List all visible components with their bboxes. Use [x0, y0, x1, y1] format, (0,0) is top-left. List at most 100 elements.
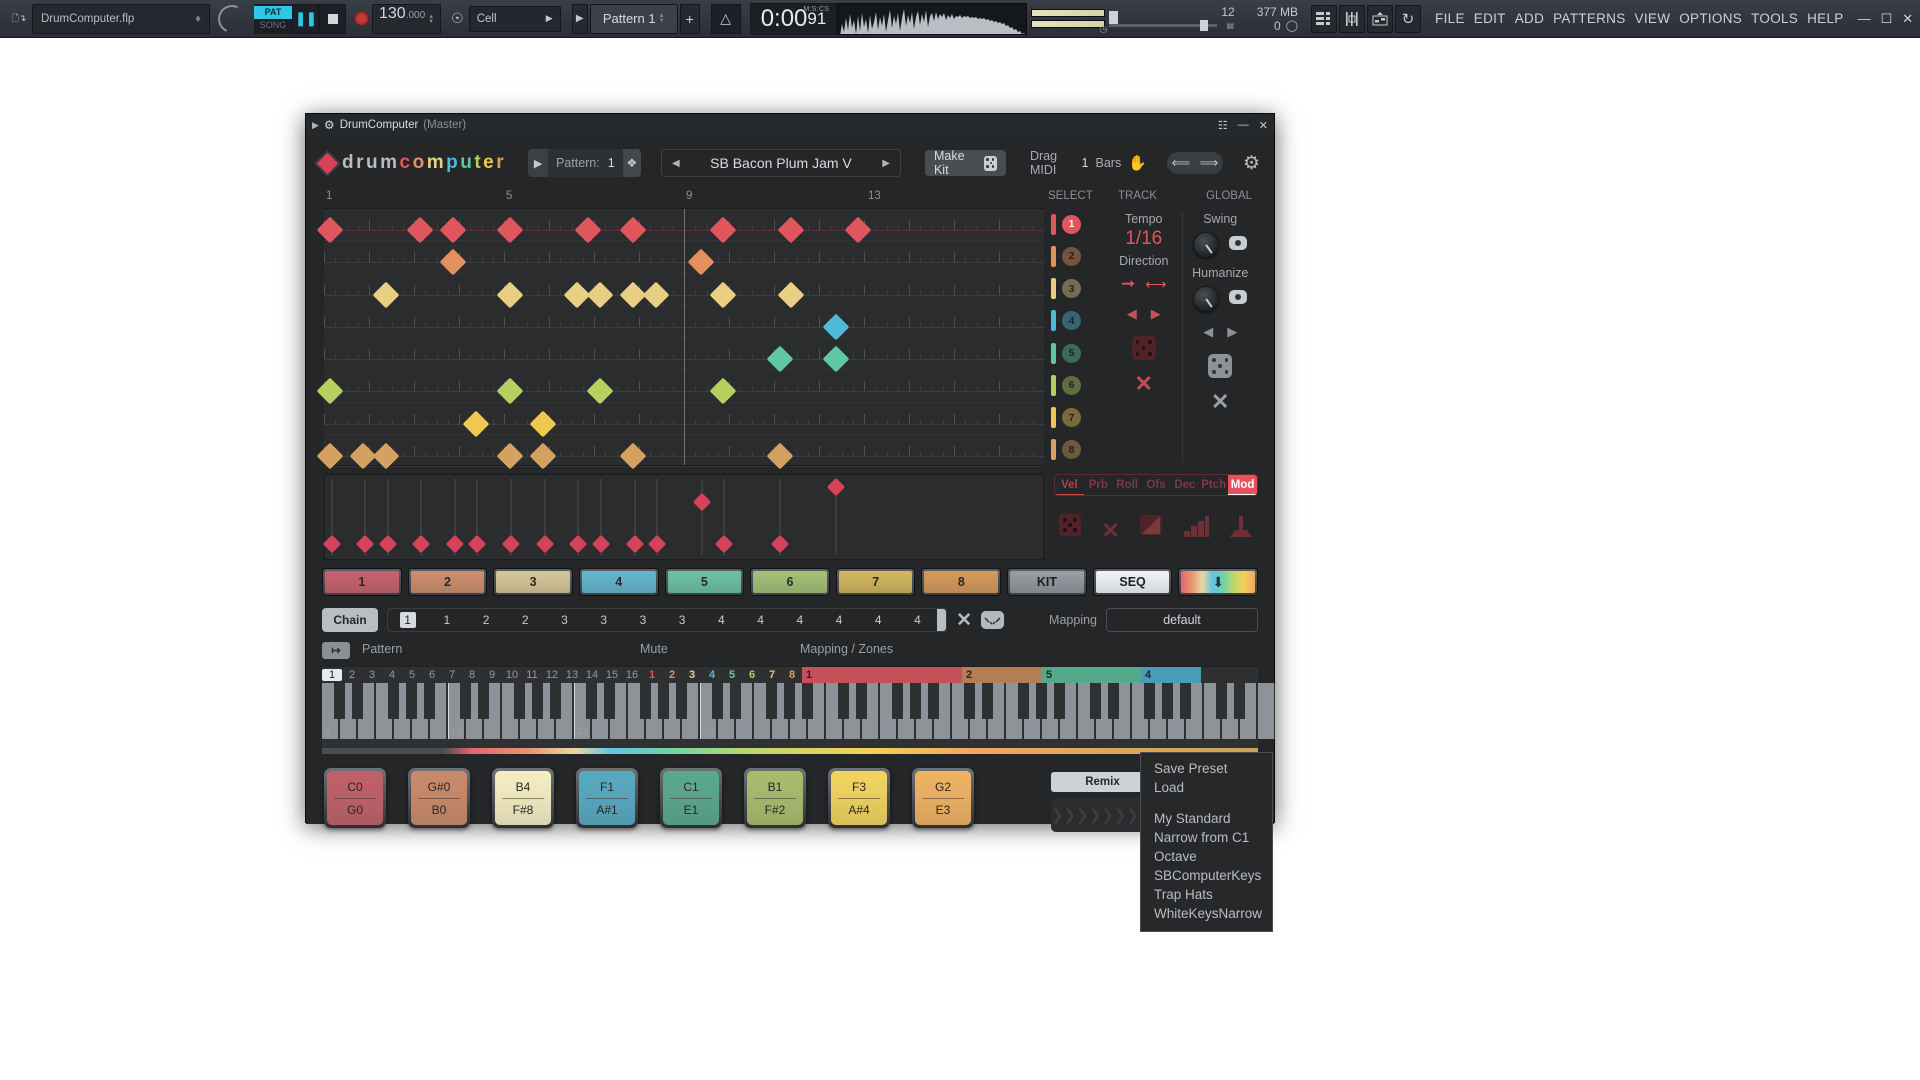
mod-tab-ofs[interactable]: Ofs — [1146, 479, 1166, 491]
track-button-5[interactable]: 5 — [664, 568, 745, 596]
preset-item[interactable]: SBComputerKeys — [1154, 868, 1262, 883]
mute-track-7[interactable]: 7 — [768, 669, 776, 681]
preset-item[interactable]: Trap Hats — [1154, 887, 1213, 902]
drag-midi-control[interactable]: Drag MIDI 1 Bars ✋ — [1030, 149, 1147, 177]
velocity-handle[interactable] — [445, 534, 465, 553]
keyboard-zone-editor[interactable]: 1 2 3 4 5 6 7 8 9 10 11 12 13 14 15 16 1 2 3 4 5 6 7 8 1 2 5 4 0 12 2… — [322, 666, 1275, 748]
pattern-play-icon[interactable]: ▶ — [528, 149, 548, 177]
pin-icon[interactable]: ♦ — [195, 12, 201, 25]
black-key[interactable] — [838, 683, 850, 719]
black-key[interactable] — [964, 683, 976, 719]
mod-tab-dec[interactable]: Dec — [1174, 479, 1196, 491]
humanize-visibility-icon[interactable] — [1229, 290, 1248, 304]
pattern-step-10[interactable]: 10 — [505, 669, 519, 681]
chain-slot[interactable]: 4 — [718, 613, 725, 627]
pattern-step-11[interactable]: 11 — [526, 669, 538, 681]
black-key[interactable] — [910, 683, 922, 719]
black-key[interactable] — [388, 683, 400, 719]
black-key[interactable] — [514, 683, 526, 719]
transport-clock[interactable]: 0:00 91 M:S:CS — [749, 2, 838, 35]
black-key[interactable] — [676, 683, 688, 719]
menu-options[interactable]: OPTIONS — [1679, 11, 1743, 26]
track-button-seq[interactable]: SEQ — [1092, 568, 1173, 596]
settings-gear-icon[interactable]: ⚙ — [1242, 152, 1261, 174]
piano-keys[interactable]: 0 12 24 36 — [322, 683, 1275, 739]
redo-icon[interactable]: ⟹ — [1199, 155, 1219, 170]
kit-download-button[interactable]: ⬇ — [1178, 568, 1259, 596]
black-key[interactable] — [1090, 683, 1102, 719]
white-key[interactable] — [1258, 683, 1275, 739]
black-key[interactable] — [352, 683, 364, 719]
black-key[interactable] — [1144, 683, 1156, 719]
pattern-step-13[interactable]: 13 — [565, 669, 579, 681]
pat-mode-label[interactable]: PAT — [254, 5, 292, 19]
mute-track-3[interactable]: 3 — [688, 669, 696, 681]
time-slider-track[interactable] — [1109, 19, 1218, 31]
velocity-track[interactable] — [633, 479, 636, 555]
pattern-step-14[interactable]: 14 — [585, 669, 599, 681]
mute-track-1[interactable]: 1 — [648, 669, 656, 681]
velocity-track[interactable] — [723, 479, 726, 555]
menu-help[interactable]: HELP — [1807, 11, 1844, 26]
kit-next-icon[interactable]: ▶ — [882, 157, 890, 169]
velocity-handle[interactable] — [827, 477, 846, 496]
direction-forward-icon[interactable]: ➞ — [1120, 274, 1136, 293]
mute-track-2[interactable]: 2 — [668, 669, 676, 681]
file-browser-icon[interactable]: 🗋↴ — [11, 12, 27, 23]
chain-slot[interactable]: 3 — [600, 613, 608, 627]
song-mode-label[interactable]: SONG — [259, 19, 287, 30]
drum-pad-3[interactable]: B4 F#8 — [492, 768, 554, 828]
black-key[interactable] — [550, 683, 562, 719]
track-shift-right-icon[interactable]: ▶ — [1150, 306, 1161, 321]
black-key[interactable] — [784, 683, 796, 719]
global-shift-right-icon[interactable]: ▶ — [1227, 324, 1238, 339]
black-key[interactable] — [334, 683, 346, 719]
black-key[interactable] — [658, 683, 670, 719]
pattern-step-16[interactable]: 16 — [625, 669, 639, 681]
velocity-track[interactable] — [779, 479, 782, 555]
pattern-step-7[interactable]: 7 — [448, 669, 456, 681]
chain-slot[interactable]: 4 — [914, 613, 921, 627]
pattern-step-1[interactable]: 1 — [322, 669, 342, 681]
pattern-spinner[interactable]: ▲ ▼ — [658, 12, 665, 24]
velocity-handle[interactable] — [771, 534, 790, 553]
black-key[interactable] — [928, 683, 940, 719]
menu-add[interactable]: ADD — [1514, 11, 1545, 26]
preset-item[interactable]: Octave — [1154, 849, 1197, 864]
velocity-track[interactable] — [577, 479, 580, 555]
time-slider[interactable] — [1109, 3, 1218, 35]
project-filename[interactable]: DrumComputer.flp ♦ — [32, 3, 210, 34]
track-select-number[interactable]: 7 — [1062, 408, 1081, 428]
pattern-step-12[interactable]: 12 — [545, 669, 559, 681]
chain-slot[interactable]: 4 — [835, 613, 843, 627]
velocity-track[interactable] — [835, 479, 838, 555]
swing-visibility-icon[interactable] — [1229, 236, 1248, 250]
mapping-preset-dropdown[interactable]: Save Preset Load My Standard Narrow from C1… — [1140, 752, 1273, 932]
track-button-6[interactable]: 6 — [750, 568, 830, 596]
channel-selector[interactable]: Cell ▶ — [468, 5, 561, 32]
mod-randomize-icon[interactable] — [1058, 513, 1082, 542]
velocity-handle[interactable] — [569, 534, 588, 553]
track-select-number[interactable]: 4 — [1062, 311, 1081, 331]
mute-track-8[interactable]: 8 — [788, 669, 796, 681]
black-key[interactable] — [1162, 683, 1174, 719]
velocity-handle[interactable] — [501, 534, 521, 553]
tempo-field[interactable]: 130 .000 ▲ ▼ — [372, 3, 442, 34]
mute-track-5[interactable]: 5 — [728, 669, 736, 681]
plugin-titlebar[interactable]: ▶ ⚙ DrumComputer (Master) ☷ — ✕ — [306, 114, 1274, 136]
track-select-number[interactable]: 3 — [1062, 279, 1081, 299]
chain-slot[interactable]: 3 — [678, 613, 686, 627]
black-key[interactable] — [1108, 683, 1120, 719]
mapping-zone-1[interactable]: 1 — [802, 667, 962, 683]
step-sequencer-grid[interactable] — [316, 208, 1044, 470]
track-select-row[interactable]: 1 — [1051, 208, 1097, 240]
black-key[interactable] — [1216, 683, 1228, 719]
expand-arrow-icon[interactable]: ▶ — [312, 119, 319, 130]
velocity-track[interactable] — [700, 479, 703, 555]
velocity-handle[interactable] — [412, 534, 431, 553]
kit-selector[interactable]: ◀ SB Bacon Plum Jam V ▶ — [660, 149, 901, 177]
pattern-pin-icon[interactable]: ❖ — [622, 149, 641, 177]
chain-clear-icon[interactable]: ✕ — [956, 609, 973, 631]
pattern-step-15[interactable]: 15 — [605, 669, 619, 681]
track-button-4[interactable]: 4 — [578, 568, 659, 596]
